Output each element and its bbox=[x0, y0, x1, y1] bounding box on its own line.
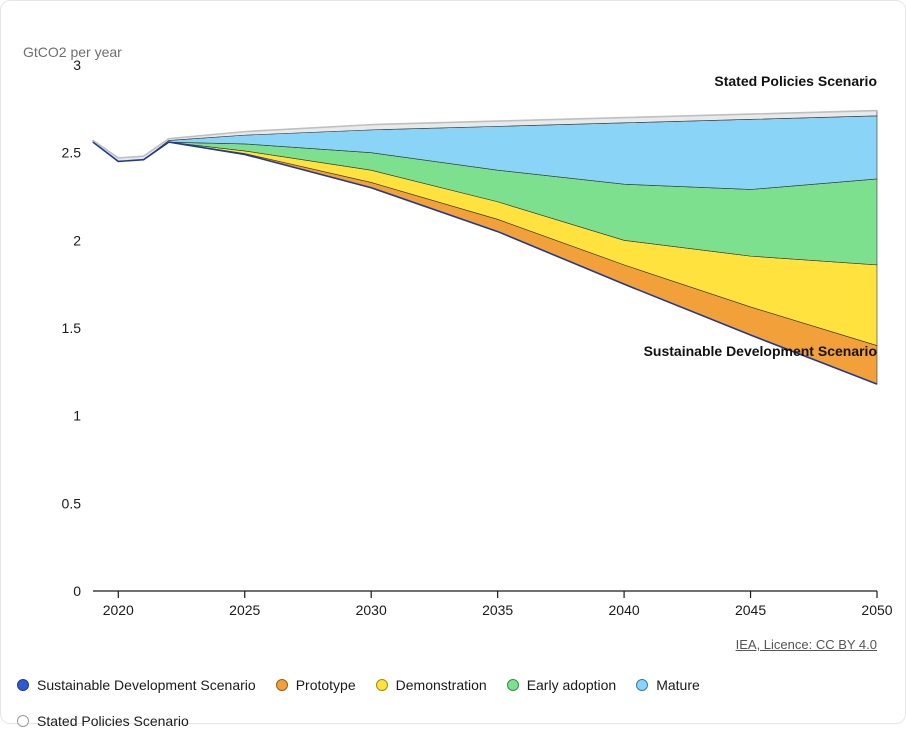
x-tick-label: 2020 bbox=[103, 602, 134, 618]
legend-swatch bbox=[17, 679, 29, 691]
legend-item: Mature bbox=[636, 677, 700, 693]
chart-card: GtCO2 per year00.511.522.532020202520302… bbox=[0, 0, 906, 724]
legend-item: Stated Policies Scenario bbox=[17, 713, 189, 729]
license-link[interactable]: IEA, Licence: CC BY 4.0 bbox=[736, 637, 877, 652]
x-tick-label: 2045 bbox=[735, 602, 766, 618]
legend-swatch bbox=[507, 679, 519, 691]
legend-item: Sustainable Development Scenario bbox=[17, 677, 256, 693]
legend-swatch bbox=[376, 679, 388, 691]
legend-item: Prototype bbox=[276, 677, 356, 693]
area-chart: GtCO2 per year00.511.522.532020202520302… bbox=[1, 1, 906, 725]
y-tick-label: 2 bbox=[73, 232, 81, 248]
legend-swatch bbox=[636, 679, 648, 691]
y-tick-label: 0 bbox=[73, 583, 81, 599]
legend-label: Prototype bbox=[296, 677, 356, 693]
x-tick-label: 2030 bbox=[356, 602, 387, 618]
chart-container: GtCO2 per year00.511.522.532020202520302… bbox=[1, 1, 906, 725]
x-tick-label: 2040 bbox=[609, 602, 640, 618]
x-tick-label: 2025 bbox=[229, 602, 260, 618]
legend: Sustainable Development Scenario Prototyp… bbox=[17, 677, 889, 729]
legend-label: Early adoption bbox=[527, 677, 617, 693]
x-tick-label: 2050 bbox=[861, 602, 892, 618]
legend-label: Demonstration bbox=[396, 677, 487, 693]
y-tick-label: 2.5 bbox=[62, 145, 82, 161]
y-tick-label: 1 bbox=[73, 408, 81, 424]
legend-item: Early adoption bbox=[507, 677, 617, 693]
chart-annotation: Stated Policies Scenario bbox=[714, 73, 877, 89]
legend-item: Demonstration bbox=[376, 677, 487, 693]
y-tick-label: 0.5 bbox=[62, 495, 82, 511]
legend-label: Sustainable Development Scenario bbox=[37, 677, 256, 693]
legend-swatch bbox=[17, 715, 29, 727]
legend-swatch bbox=[276, 679, 288, 691]
y-tick-label: 1.5 bbox=[62, 320, 82, 336]
legend-label: Mature bbox=[656, 677, 700, 693]
chart-annotation: Sustainable Development Scenario bbox=[644, 343, 877, 359]
legend-label: Stated Policies Scenario bbox=[37, 713, 189, 729]
y-tick-label: 3 bbox=[73, 57, 81, 73]
x-tick-label: 2035 bbox=[482, 602, 513, 618]
